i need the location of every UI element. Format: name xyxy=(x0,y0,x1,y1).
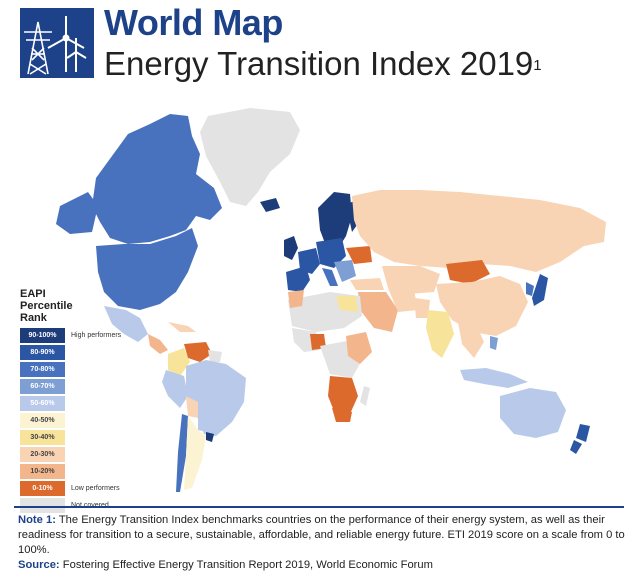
legend-item: 50-60% xyxy=(20,396,180,411)
source-text: Fostering Effective Energy Transition Re… xyxy=(59,559,433,571)
legend-item: 60-70% xyxy=(20,379,180,394)
source-paragraph: Source: Fostering Effective Energy Trans… xyxy=(18,558,626,573)
india xyxy=(426,310,454,358)
paraguay xyxy=(198,416,208,432)
legend-item: 20-30% xyxy=(20,447,180,462)
alaska xyxy=(56,192,98,234)
australia xyxy=(500,388,566,438)
legend-rows: 90-100% High performers 80-90% 70-80% 60-70%… xyxy=(20,328,180,513)
southern-africa xyxy=(328,376,358,416)
central-europe xyxy=(316,238,346,268)
map-legend: EAPI Percentile Rank 90-100% High perform… xyxy=(20,288,180,515)
wind-turbine-icon xyxy=(20,8,94,78)
source-label: Source: xyxy=(18,559,60,571)
legend-title: EAPI Percentile Rank xyxy=(20,288,73,324)
brazil xyxy=(186,360,246,436)
legend-item: 70-80% xyxy=(20,362,180,377)
note-paragraph: Note 1: The Energy Transition Index benc… xyxy=(18,513,626,558)
iceland xyxy=(260,198,280,212)
legend-swatch: 50-60% xyxy=(20,396,65,411)
iran xyxy=(388,288,418,312)
uruguay xyxy=(206,432,214,442)
italy xyxy=(322,268,338,286)
france xyxy=(298,248,320,274)
legend-item: 0-10% Low performers xyxy=(20,481,180,496)
southeast-asia xyxy=(458,322,484,358)
mongolia xyxy=(446,260,490,284)
scandinavia xyxy=(318,192,352,252)
venezuela xyxy=(184,342,212,362)
legend-swatch: 10-20% xyxy=(20,464,65,479)
middle-east xyxy=(358,292,398,332)
header: World Map Energy Transition Index 20191 xyxy=(0,0,639,90)
colombia xyxy=(168,348,190,376)
legend-swatch: 70-80% xyxy=(20,362,65,377)
notes-block: Note 1: The Energy Transition Index benc… xyxy=(18,513,626,573)
page-subtitle: Energy Transition Index 20191 xyxy=(104,44,542,84)
legend-swatch xyxy=(20,498,65,513)
madagascar xyxy=(360,386,370,406)
legend-note: High performers xyxy=(71,332,122,339)
legend-item: 10-20% xyxy=(20,464,180,479)
note-label: Note 1: xyxy=(18,514,56,526)
mexico xyxy=(104,306,148,342)
turkey xyxy=(350,278,384,290)
legend-item: 40-50% xyxy=(20,413,180,428)
canada xyxy=(92,114,222,244)
kazakhstan xyxy=(382,266,440,294)
guyana-region xyxy=(208,350,222,362)
usa xyxy=(96,228,198,310)
egypt xyxy=(336,296,358,312)
legend-swatch: 90-100% xyxy=(20,328,65,343)
south-africa xyxy=(332,408,352,422)
china xyxy=(436,276,528,336)
legend-swatch: 30-40% xyxy=(20,430,65,445)
legend-swatch: 40-50% xyxy=(20,413,65,428)
russia xyxy=(352,190,606,272)
legend-item: 80-90% xyxy=(20,345,180,360)
world-map xyxy=(56,108,606,492)
new-zealand-south xyxy=(570,440,582,454)
legend-item: Not covered xyxy=(20,498,180,513)
legend-note: Low performers xyxy=(71,485,120,492)
chile xyxy=(176,414,188,492)
legend-swatch: 0-10% xyxy=(20,481,65,496)
indonesia xyxy=(460,368,528,388)
iberia xyxy=(286,266,310,292)
note-text: The Energy Transition Index benchmarks c… xyxy=(18,514,625,556)
new-zealand xyxy=(576,424,590,442)
legend-item: 30-40% xyxy=(20,430,180,445)
bolivia xyxy=(186,396,198,418)
legend-item: 90-100% High performers xyxy=(20,328,180,343)
philippines xyxy=(490,336,498,350)
footnote-marker: 1 xyxy=(533,57,542,74)
ukraine xyxy=(346,246,372,264)
legend-swatch: 80-90% xyxy=(20,345,65,360)
peru-ecuador xyxy=(162,370,188,408)
argentina xyxy=(184,416,206,490)
korea xyxy=(526,282,534,296)
legend-swatch: 60-70% xyxy=(20,379,65,394)
page-title: World Map xyxy=(104,2,283,43)
central-america xyxy=(148,334,168,354)
subtitle-text: Energy Transition Index 2019 xyxy=(104,45,534,82)
divider xyxy=(14,506,624,508)
balkans xyxy=(334,260,356,282)
caribbean xyxy=(168,322,196,332)
legend-swatch: 20-30% xyxy=(20,447,65,462)
east-africa xyxy=(346,332,372,364)
pakistan xyxy=(414,298,430,318)
japan xyxy=(532,274,548,306)
uk-ireland xyxy=(284,236,298,260)
morocco xyxy=(288,290,304,308)
greenland xyxy=(200,108,300,206)
legend-note: Not covered xyxy=(71,498,109,513)
